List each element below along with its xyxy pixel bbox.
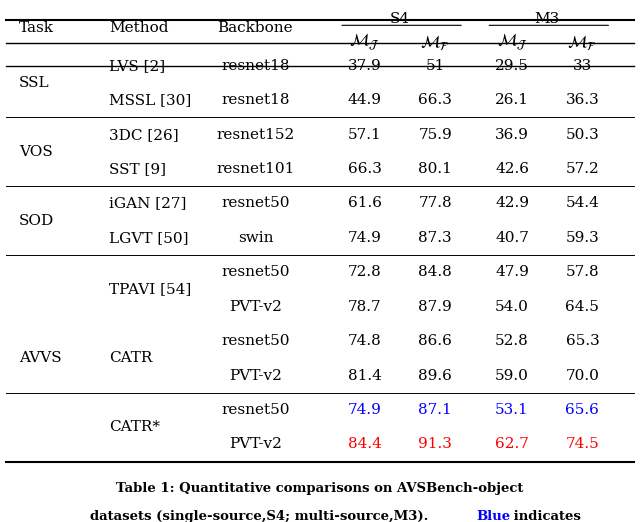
Text: resnet18: resnet18 xyxy=(221,93,291,107)
Text: 59.3: 59.3 xyxy=(566,231,599,245)
Text: SSL: SSL xyxy=(19,76,50,90)
Text: 53.1: 53.1 xyxy=(495,403,529,417)
Text: 65.6: 65.6 xyxy=(566,403,599,417)
Text: 59.0: 59.0 xyxy=(495,369,529,383)
Text: 66.3: 66.3 xyxy=(348,162,381,176)
Text: 74.9: 74.9 xyxy=(348,403,381,417)
Text: 86.6: 86.6 xyxy=(419,334,452,348)
Text: 87.1: 87.1 xyxy=(419,403,452,417)
Text: 81.4: 81.4 xyxy=(348,369,381,383)
Text: indicates: indicates xyxy=(509,509,580,522)
Text: VOS: VOS xyxy=(19,145,53,159)
Text: PVT-v2: PVT-v2 xyxy=(230,369,282,383)
Text: 66.3: 66.3 xyxy=(419,93,452,107)
Text: resnet18: resnet18 xyxy=(221,59,291,73)
Text: resnet152: resnet152 xyxy=(217,128,295,141)
Text: $\mathcal{M}_{\mathcal{F}}$: $\mathcal{M}_{\mathcal{F}}$ xyxy=(568,32,597,52)
Text: iGAN [27]: iGAN [27] xyxy=(109,196,186,210)
Text: swin: swin xyxy=(238,231,274,245)
Text: 51: 51 xyxy=(426,59,445,73)
Text: 91.3: 91.3 xyxy=(419,437,452,452)
Text: 57.2: 57.2 xyxy=(566,162,599,176)
Text: TPAVI [54]: TPAVI [54] xyxy=(109,282,191,296)
Text: 77.8: 77.8 xyxy=(419,196,452,210)
Text: 3DC [26]: 3DC [26] xyxy=(109,128,179,141)
Text: SOD: SOD xyxy=(19,213,54,228)
Text: datasets (single-source,S4; multi-source,M3).: datasets (single-source,S4; multi-source… xyxy=(90,509,433,522)
Text: 54.4: 54.4 xyxy=(566,196,599,210)
Text: $\mathcal{M}_{\mathcal{J}}$: $\mathcal{M}_{\mathcal{J}}$ xyxy=(349,31,380,53)
Text: 44.9: 44.9 xyxy=(348,93,382,107)
Text: 87.3: 87.3 xyxy=(419,231,452,245)
Text: 36.3: 36.3 xyxy=(566,93,599,107)
Text: 61.6: 61.6 xyxy=(348,196,382,210)
Text: 89.6: 89.6 xyxy=(419,369,452,383)
Text: 54.0: 54.0 xyxy=(495,300,529,314)
Text: 74.5: 74.5 xyxy=(566,437,599,452)
Text: 50.3: 50.3 xyxy=(566,128,599,141)
Text: 37.9: 37.9 xyxy=(348,59,381,73)
Text: PVT-v2: PVT-v2 xyxy=(230,437,282,452)
Text: resnet50: resnet50 xyxy=(221,403,291,417)
Text: $\mathcal{M}_{\mathcal{J}}$: $\mathcal{M}_{\mathcal{J}}$ xyxy=(497,31,527,53)
Text: 75.9: 75.9 xyxy=(419,128,452,141)
Text: 42.6: 42.6 xyxy=(495,162,529,176)
Text: 80.1: 80.1 xyxy=(419,162,452,176)
Text: M3: M3 xyxy=(534,11,560,26)
Text: Method: Method xyxy=(109,21,168,35)
Text: LVS [2]: LVS [2] xyxy=(109,59,165,73)
Text: 70.0: 70.0 xyxy=(566,369,599,383)
Text: 26.1: 26.1 xyxy=(495,93,529,107)
Text: MSSL [30]: MSSL [30] xyxy=(109,93,191,107)
Text: Blue: Blue xyxy=(477,509,511,522)
Text: 57.8: 57.8 xyxy=(566,265,599,279)
Text: SST [9]: SST [9] xyxy=(109,162,166,176)
Text: 74.8: 74.8 xyxy=(348,334,381,348)
Text: Backbone: Backbone xyxy=(218,21,293,35)
Text: resnet50: resnet50 xyxy=(221,334,291,348)
Text: 36.9: 36.9 xyxy=(495,128,529,141)
Text: 62.7: 62.7 xyxy=(495,437,529,452)
Text: 42.9: 42.9 xyxy=(495,196,529,210)
Text: 52.8: 52.8 xyxy=(495,334,529,348)
Text: CATR: CATR xyxy=(109,351,152,365)
Text: S4: S4 xyxy=(390,11,410,26)
Text: 40.7: 40.7 xyxy=(495,231,529,245)
Text: LGVT [50]: LGVT [50] xyxy=(109,231,188,245)
Text: 72.8: 72.8 xyxy=(348,265,381,279)
Text: 87.9: 87.9 xyxy=(419,300,452,314)
Text: resnet50: resnet50 xyxy=(221,196,291,210)
Text: Table 1: Quantitative comparisons on AVSBench-object: Table 1: Quantitative comparisons on AVS… xyxy=(116,482,524,495)
Text: 33: 33 xyxy=(573,59,592,73)
Text: 29.5: 29.5 xyxy=(495,59,529,73)
Text: AVVS: AVVS xyxy=(19,351,62,365)
Text: 74.9: 74.9 xyxy=(348,231,381,245)
Text: resnet101: resnet101 xyxy=(217,162,295,176)
Text: $\mathcal{M}_{\mathcal{F}}$: $\mathcal{M}_{\mathcal{F}}$ xyxy=(420,32,450,52)
Text: resnet50: resnet50 xyxy=(221,265,291,279)
Text: CATR*: CATR* xyxy=(109,420,160,434)
Text: Task: Task xyxy=(19,21,54,35)
Text: PVT-v2: PVT-v2 xyxy=(230,300,282,314)
Text: 84.4: 84.4 xyxy=(348,437,381,452)
Text: 64.5: 64.5 xyxy=(566,300,599,314)
Text: 78.7: 78.7 xyxy=(348,300,381,314)
Text: 84.8: 84.8 xyxy=(419,265,452,279)
Text: 65.3: 65.3 xyxy=(566,334,599,348)
Text: 57.1: 57.1 xyxy=(348,128,381,141)
Text: 47.9: 47.9 xyxy=(495,265,529,279)
